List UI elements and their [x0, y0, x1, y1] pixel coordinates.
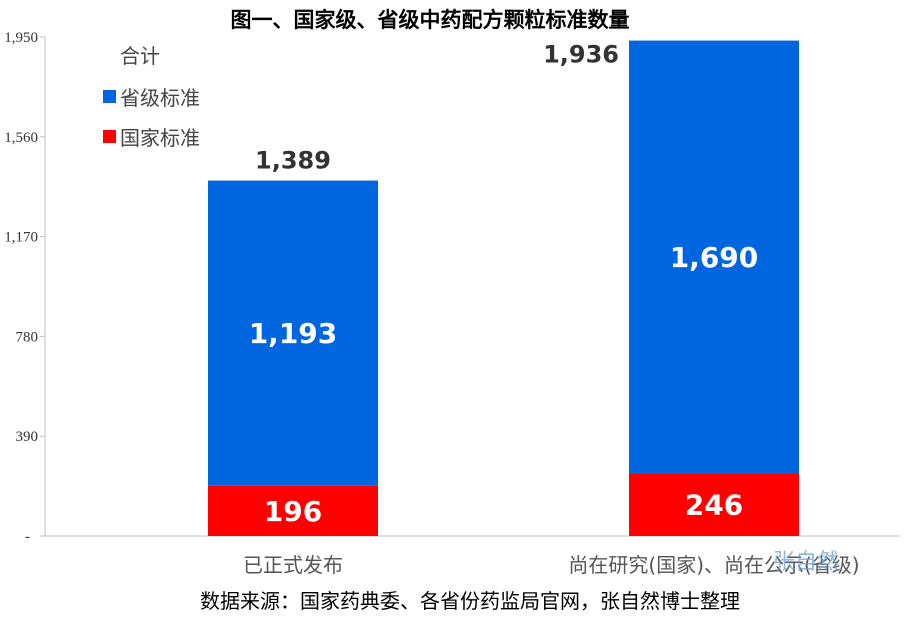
category-label: 尚在研究(国家)、尚在公示(省级) [568, 553, 859, 577]
value-label-total: 1,936 [543, 41, 619, 69]
source-note: 数据来源：国家药典委、各省份药监局官网，张自然博士整理 [200, 589, 740, 613]
bar-national [208, 485, 378, 536]
chart-title: 图一、国家级、省级中药配方颗粒标准数量 [231, 8, 630, 32]
bar-provincial [208, 180, 378, 486]
legend: 合计 省级标准 国家标准 [103, 44, 200, 150]
bar-provincial [629, 40, 799, 474]
value-label-total: 1,389 [255, 147, 331, 175]
bars: 196 1,193 1,389 246 1,690 1,936 [208, 40, 799, 536]
y-tick-label: 1,560 [4, 130, 38, 146]
legend-swatch-provincial [103, 90, 116, 103]
legend-total-label: 合计 [120, 44, 160, 68]
category-labels: 已正式发布 尚在研究(国家)、尚在公示(省级) [243, 553, 860, 577]
y-axis: - 390 780 1,170 1,560 1,950 [4, 30, 46, 545]
y-tick-label: 1,170 [4, 230, 38, 246]
value-label-national: 196 [264, 495, 322, 528]
category-label: 已正式发布 [243, 553, 343, 577]
value-label-provincial: 1,193 [249, 317, 338, 350]
legend-swatch-national [103, 130, 116, 143]
watermark: 张自然 [773, 550, 839, 575]
value-label-provincial: 1,690 [670, 241, 759, 274]
legend-national-label: 国家标准 [120, 126, 200, 150]
y-tick-label: 780 [16, 329, 39, 345]
value-label-national: 246 [685, 489, 743, 522]
bar-national [629, 473, 799, 536]
y-tick-label: - [25, 529, 30, 545]
y-tick-label: 1,950 [4, 30, 38, 46]
y-tick-label: 390 [16, 429, 39, 445]
legend-provincial-label: 省级标准 [120, 86, 200, 110]
